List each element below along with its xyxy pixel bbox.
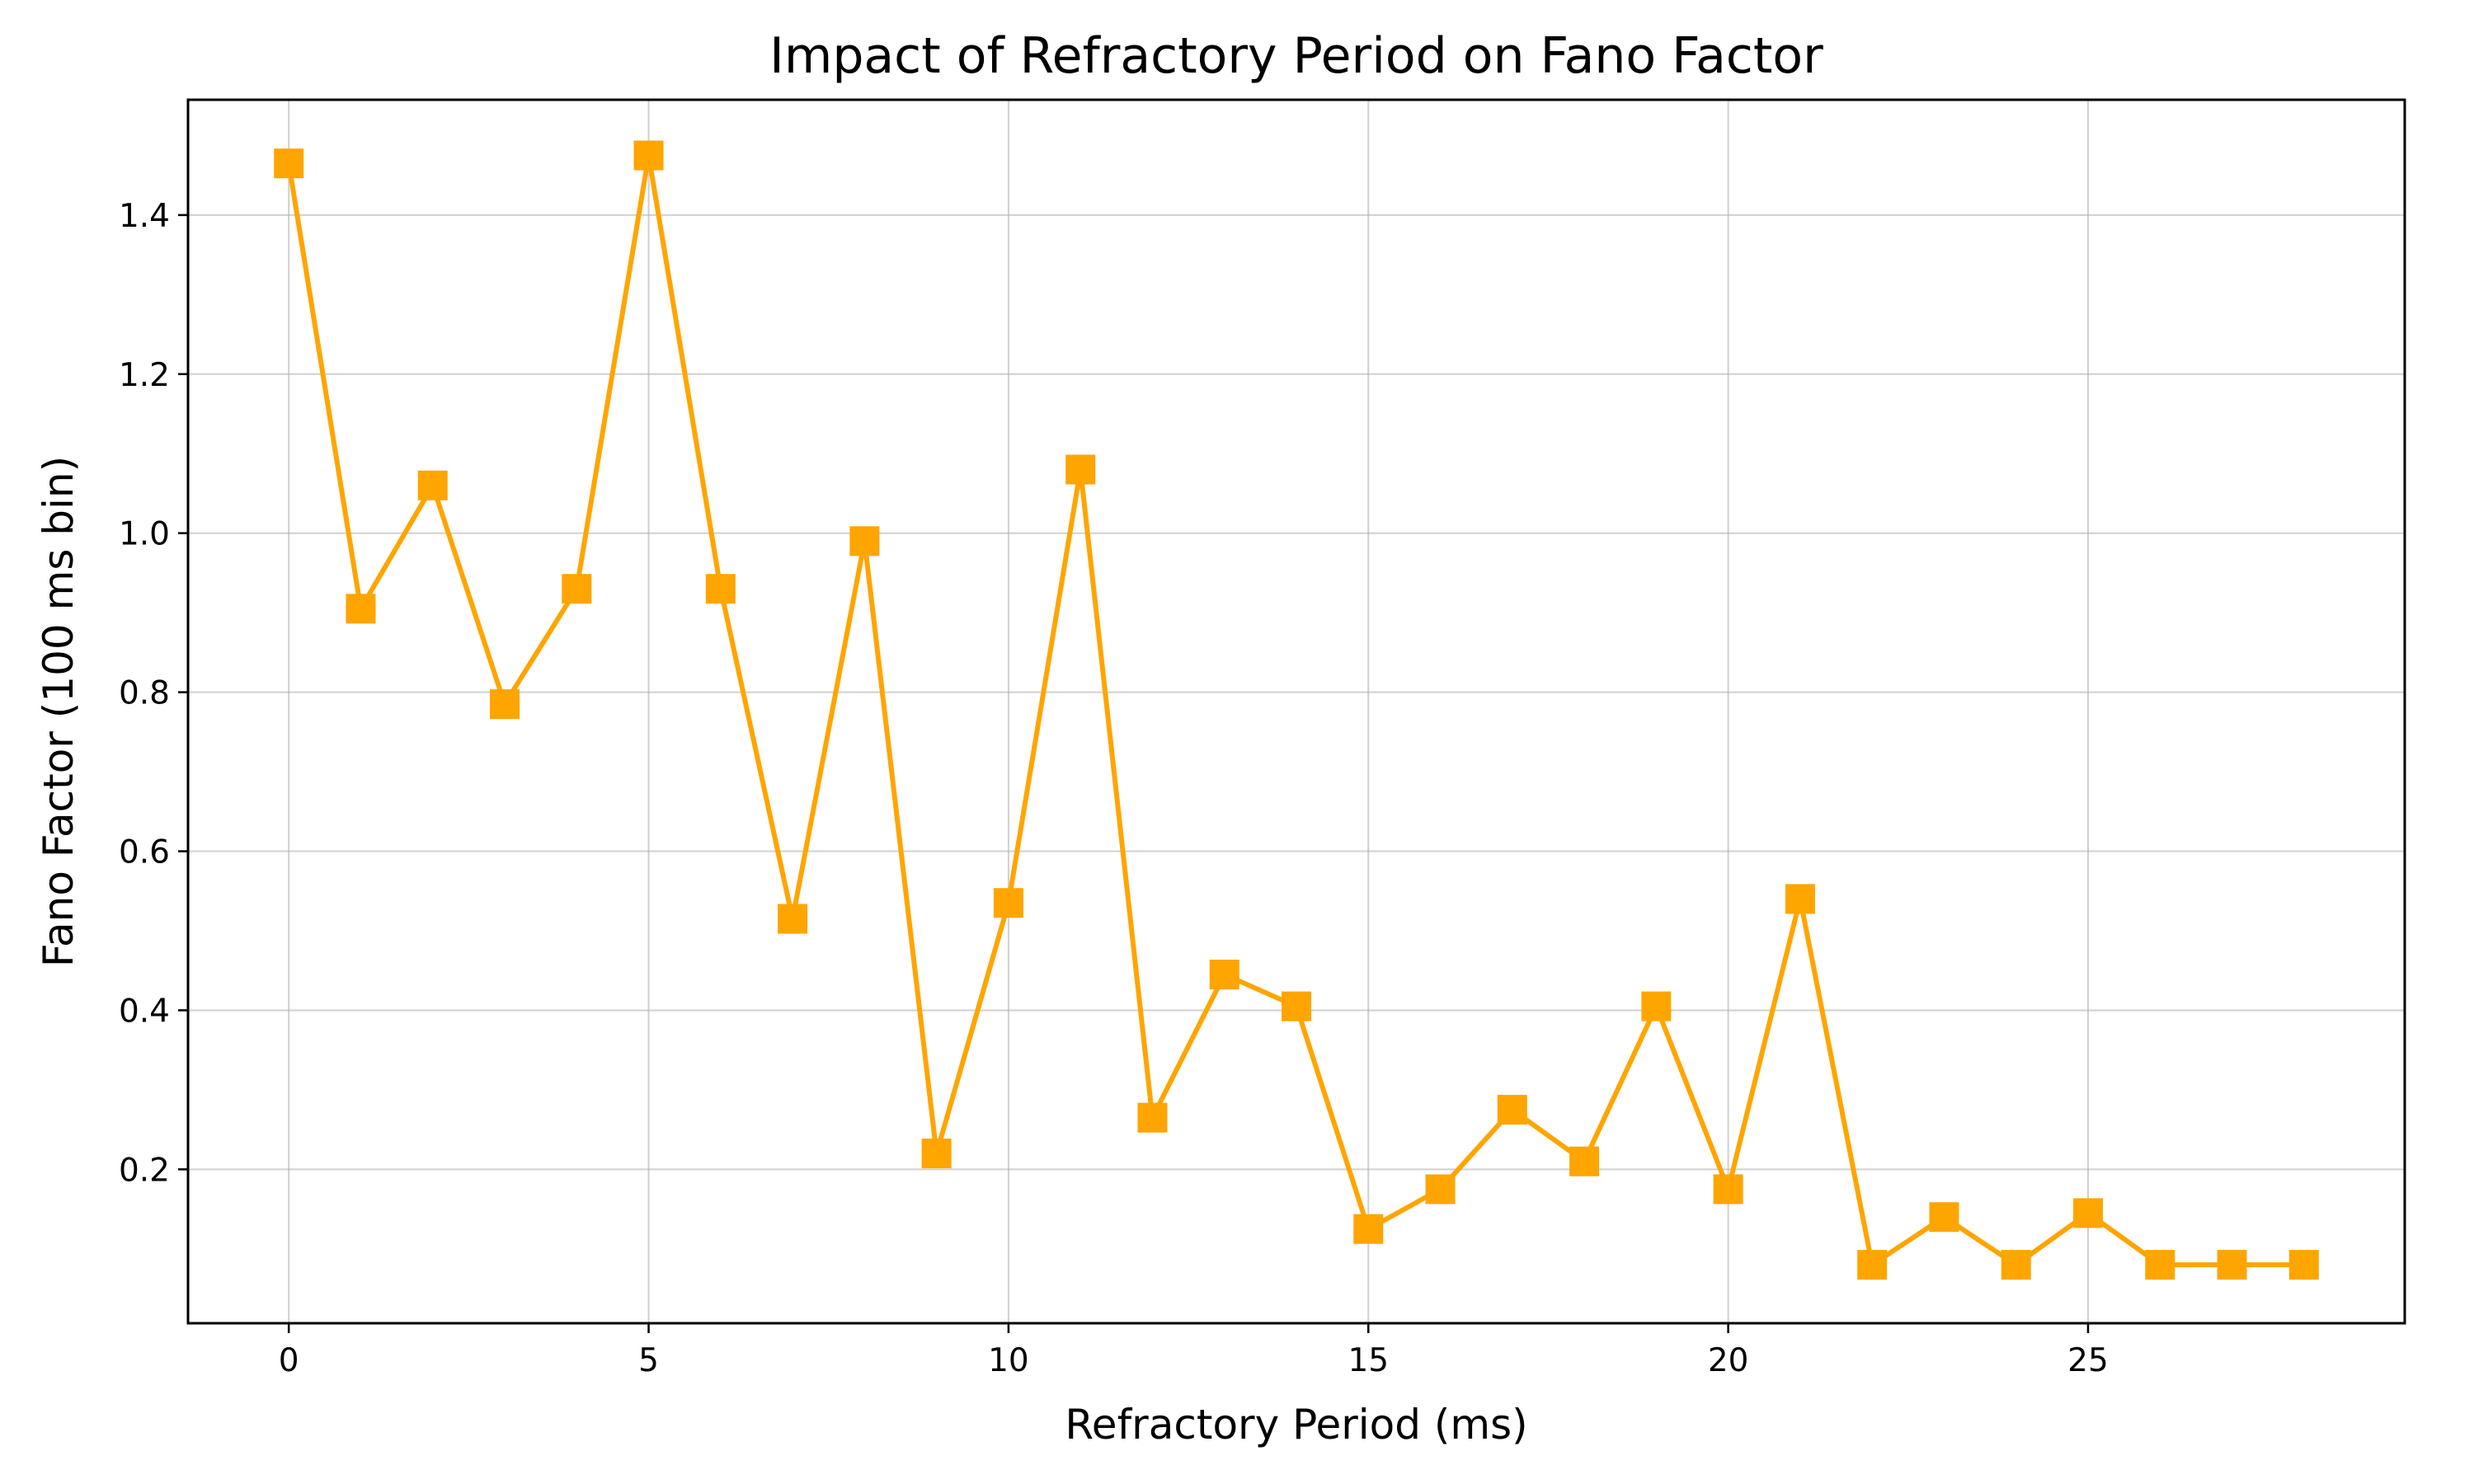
data-point-marker: [1282, 991, 1311, 1021]
data-point-marker: [921, 1139, 952, 1169]
data-point-marker: [2217, 1250, 2247, 1280]
axes-frame: [186, 98, 2406, 1325]
x-tick-label: 25: [2067, 1342, 2109, 1379]
data-point-marker: [1641, 991, 1672, 1021]
data-point-marker: [778, 904, 808, 934]
axis-ticks: 0 5 10 15 20 25 0.2 0.4 0.6 0.8 1.0 1.2 1.4: [119, 198, 2109, 1379]
data-point-marker: [1497, 1095, 1527, 1125]
data-point-marker: [346, 594, 376, 624]
data-point-marker: [1425, 1174, 1456, 1205]
data-point-marker: [2288, 1250, 2319, 1280]
x-tick-label: 5: [638, 1342, 659, 1379]
y-tick-label: 0.8: [119, 675, 170, 712]
data-point-marker: [2001, 1250, 2031, 1280]
y-tick-label: 0.2: [119, 1152, 170, 1189]
data-point-marker: [2145, 1250, 2175, 1280]
x-tick-label: 10: [988, 1342, 1029, 1379]
data-point-marker: [1137, 1102, 1168, 1133]
data-point-marker: [849, 526, 880, 556]
y-axis-label: Fano Factor (100 ms bin): [35, 456, 82, 967]
x-tick-label: 15: [1348, 1342, 1389, 1379]
y-tick-label: 0.6: [119, 834, 170, 871]
data-point-marker: [417, 470, 448, 500]
data-point-marker: [2073, 1198, 2103, 1228]
x-axis-label: Refractory Period (ms): [1065, 1401, 1527, 1449]
data-point-marker: [1569, 1146, 1600, 1176]
data-point-marker: [633, 140, 664, 171]
x-tick-label: 20: [1708, 1342, 1749, 1379]
y-tick-label: 1.0: [119, 516, 170, 553]
y-tick-label: 1.4: [119, 198, 170, 235]
data-series: [274, 140, 2319, 1280]
data-point-marker: [1929, 1202, 1959, 1233]
data-point-marker: [490, 689, 520, 720]
data-point-marker: [274, 148, 304, 179]
data-point-marker: [993, 888, 1023, 918]
data-point-marker: [1065, 454, 1096, 485]
data-point-marker: [1353, 1214, 1384, 1244]
data-point-marker: [1713, 1174, 1743, 1205]
data-point-marker: [1785, 884, 1815, 914]
data-point-marker: [562, 574, 592, 604]
y-tick-label: 1.2: [119, 357, 170, 394]
y-tick-label: 0.4: [119, 993, 170, 1030]
data-point-marker: [1857, 1250, 1888, 1280]
data-point-marker: [1209, 960, 1239, 990]
series-line: [286, 153, 2307, 1268]
grid: [188, 100, 2405, 1323]
data-point-marker: [705, 574, 736, 604]
x-tick-label: 0: [279, 1342, 299, 1379]
chart-title: Impact of Refractory Period on Fano Fact…: [769, 27, 1823, 85]
